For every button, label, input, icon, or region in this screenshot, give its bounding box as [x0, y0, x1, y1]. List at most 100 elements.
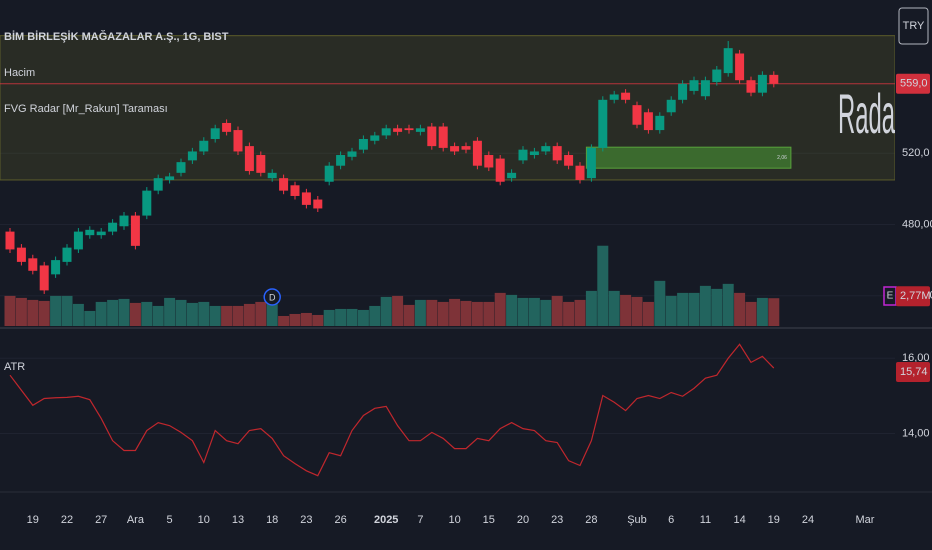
volume-bar	[756, 297, 768, 326]
x-tick-label: 11	[700, 514, 711, 526]
x-tick-label: Mar	[856, 514, 875, 526]
candle-body	[723, 48, 733, 74]
candle-body	[267, 172, 277, 179]
volume-bar	[414, 299, 426, 326]
candle-body	[279, 178, 289, 191]
volume-bar	[312, 314, 324, 326]
candle-body	[564, 155, 574, 166]
candle-body	[142, 190, 152, 216]
candle-body	[655, 115, 665, 131]
volume-bar	[540, 299, 552, 326]
volume-bar	[175, 299, 187, 326]
candle-body	[39, 265, 49, 291]
candle-body	[130, 215, 140, 246]
candle-body	[472, 140, 482, 166]
volume-bar	[711, 288, 723, 326]
x-tick-label: 28	[585, 514, 597, 526]
currency-button[interactable]	[898, 7, 929, 45]
x-tick-label: 10	[448, 514, 460, 526]
x-tick-label: 7	[417, 514, 423, 526]
chart-title: BİM BİRLEŞİK MAĞAZALAR A.Ş., 1G, BIST	[4, 30, 229, 43]
candle-body	[290, 185, 300, 196]
candle-body	[598, 99, 608, 148]
volume-bar	[677, 292, 689, 326]
candle-body	[643, 112, 653, 131]
y-tick-label: 14,00	[902, 427, 930, 439]
candle-body	[210, 128, 220, 139]
indicator-legend: FVG Radar [Mr_Rakun] Taraması	[4, 103, 168, 115]
candle-body	[769, 74, 779, 84]
candle-body	[153, 178, 163, 191]
volume-bar	[745, 301, 757, 326]
candle-body	[427, 126, 437, 147]
candle-body	[541, 146, 551, 152]
volume-bar	[506, 294, 518, 326]
candle-body	[370, 135, 380, 141]
x-tick-label: 24	[802, 514, 814, 526]
x-tick-label: 6	[668, 514, 674, 526]
fvg-gap-label: 2,06	[777, 155, 787, 161]
volume-bar	[107, 299, 119, 326]
volume-bar	[323, 309, 335, 326]
currency-label[interactable]: TRY	[903, 20, 925, 32]
volume-bar	[38, 300, 50, 326]
candle-body	[735, 53, 745, 81]
x-tick-label: 15	[483, 514, 495, 526]
volume-bar	[654, 280, 666, 326]
watermark: Rada	[838, 82, 895, 145]
candle-body	[324, 165, 334, 182]
candle-body	[507, 172, 517, 179]
candle-body	[746, 80, 756, 93]
dividend-label: D	[269, 292, 276, 302]
dividend-marker	[263, 288, 281, 306]
candle-body	[381, 128, 391, 136]
candle-body	[5, 231, 15, 250]
volume-bar	[483, 301, 495, 326]
atr-legend: ATR	[4, 361, 25, 373]
volume-bar	[528, 297, 540, 326]
x-tick-label: 2025	[374, 514, 398, 526]
candle-body	[586, 147, 596, 179]
volume-bar	[198, 301, 210, 326]
volume-bar	[597, 245, 609, 326]
volume-bar	[471, 301, 483, 326]
volume-bar	[642, 301, 654, 326]
atr-last-label-bg	[896, 362, 930, 383]
volume-bar	[129, 302, 141, 326]
candle-body	[415, 128, 425, 132]
volume-bar	[209, 305, 221, 326]
candle-body	[85, 229, 95, 236]
candle-body	[461, 146, 471, 150]
candle-body	[313, 199, 323, 209]
volume-bar	[608, 290, 620, 326]
volume-bar	[266, 300, 278, 326]
volume-bar	[437, 301, 449, 326]
candle-body	[16, 247, 26, 262]
candle-body	[495, 158, 505, 182]
x-tick-label: 13	[232, 514, 244, 526]
volume-bar	[255, 301, 267, 326]
volume-bar	[392, 295, 404, 326]
last-price-label-bg	[896, 73, 930, 94]
volume-bar	[494, 292, 506, 326]
y-tick-label: 16,00	[902, 352, 930, 364]
candle-body	[301, 192, 311, 205]
candle-body	[96, 231, 106, 236]
x-tick-label: 19	[768, 514, 780, 526]
candle-body	[393, 128, 403, 132]
candle-body	[712, 69, 722, 82]
last-price-label: 559,0	[900, 78, 928, 90]
volume-bar	[84, 310, 96, 326]
volume-bar	[164, 297, 176, 326]
volume-bar	[61, 295, 73, 326]
volume-bar	[620, 294, 632, 326]
volume-bar	[688, 292, 700, 326]
candle-body	[700, 80, 710, 97]
candle-body	[621, 92, 631, 100]
candle-body	[187, 151, 197, 161]
volume-bar	[50, 295, 62, 326]
x-tick-label: 23	[300, 514, 312, 526]
candle-body	[233, 130, 243, 152]
